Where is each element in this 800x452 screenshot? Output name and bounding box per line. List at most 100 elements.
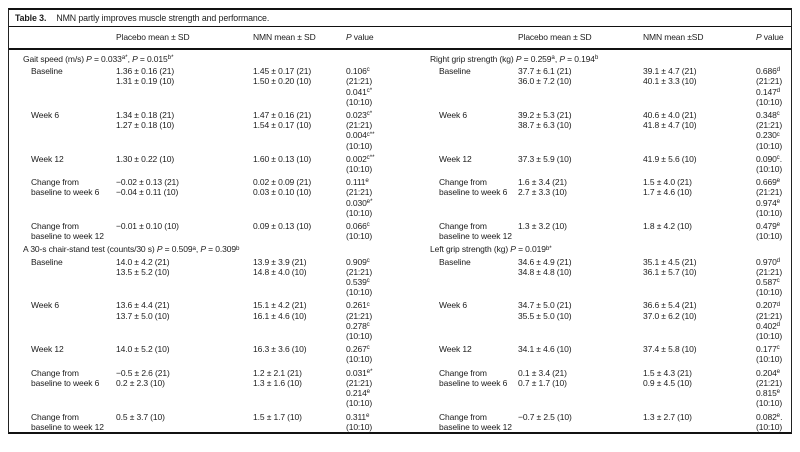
column-header-pvalue-left: P value bbox=[346, 32, 374, 42]
value-line: −0.5 ± 2.6 (21) bbox=[116, 367, 170, 378]
placebo-cell: 1.30 ± 0.22 (10) bbox=[108, 154, 245, 174]
value-line: Change from bbox=[31, 411, 79, 422]
row-label: Change from baseline to week 12 bbox=[9, 412, 108, 432]
column-header-row: Placebo mean ± SD NMN mean ± SD P value … bbox=[9, 27, 791, 48]
value-line: 1.3 ± 3.2 (10) bbox=[518, 221, 567, 232]
nmn-cell: 1.3 ± 2.7 (10) bbox=[638, 412, 743, 432]
placebo-cell: 1.3 ± 3.2 (10) bbox=[510, 221, 638, 241]
placebo-cell: 1.36 ± 0.16 (21) 1.31 ± 0.19 (10) bbox=[108, 66, 245, 107]
table-row: Baseline 14.0 ± 4.2 (21) 13.5 ± 5.2 (10) 13… bbox=[9, 257, 791, 298]
row-label: Week 6 bbox=[9, 110, 108, 151]
value-line: 0.402d bbox=[756, 320, 781, 331]
value-line: (21:21) bbox=[756, 310, 783, 321]
value-line: 36.1 ± 5.7 (10) bbox=[643, 266, 697, 277]
nmn-cell: 35.1 ± 4.5 (21) 36.1 ± 5.7 (10) bbox=[638, 257, 743, 298]
value-line: baseline to week 12 bbox=[31, 231, 104, 242]
value-line: 0.230c bbox=[756, 130, 780, 141]
value-line: 0.974e bbox=[756, 197, 781, 208]
value-line: (21:21) bbox=[756, 120, 783, 131]
pvalue-cell: 0.311e (10:10) bbox=[338, 412, 403, 432]
value-line: 39.2 ± 5.3 (21) bbox=[518, 110, 572, 121]
section-title-left: A 30-s chair-stand test (counts/30 s) P … bbox=[23, 244, 240, 255]
column-header-empty-left bbox=[9, 27, 108, 48]
pvalue-cell: 0.106c (21:21) 0.041c* (10:10) bbox=[338, 66, 403, 107]
value-line: 13.9 ± 3.9 (21) bbox=[253, 256, 307, 267]
placebo-cell: −0.01 ± 0.10 (10) bbox=[108, 221, 245, 241]
pvalue-cell: 0.479e (10:10) bbox=[743, 221, 791, 241]
value-line: Change from bbox=[31, 367, 79, 378]
value-line: 0.278c bbox=[346, 320, 370, 331]
placebo-cell: 0.5 ± 3.7 (10) bbox=[108, 412, 245, 432]
nmn-cell: 41.9 ± 5.6 (10) bbox=[638, 154, 743, 174]
value-line: 0.177c bbox=[756, 344, 780, 355]
nmn-cell: 1.5 ± 4.0 (21) 1.7 ± 4.6 (10) bbox=[638, 177, 743, 218]
value-line: 13.5 ± 5.2 (10) bbox=[116, 266, 170, 277]
value-line: 0.111e bbox=[346, 177, 369, 188]
row-label: Week 12 bbox=[403, 344, 510, 364]
section-title-right: Left grip strength (kg) P = 0.019b* bbox=[430, 244, 552, 255]
value-line: (10:10) bbox=[346, 231, 373, 242]
pvalue-cell: 0.686d (21:21) 0.147d (10:10) bbox=[743, 66, 791, 107]
placebo-cell: 39.2 ± 5.3 (21) 38.7 ± 6.3 (10) bbox=[510, 110, 638, 151]
value-line: 1.7 ± 4.6 (10) bbox=[643, 187, 692, 198]
pvalue-cell: 0.031e* (21:21) 0.214e (10:10) bbox=[338, 368, 403, 409]
value-line: (21:21) bbox=[346, 187, 373, 198]
value-line: 1.31 ± 0.19 (10) bbox=[116, 76, 175, 87]
placebo-cell: −0.7 ± 2.5 (10) bbox=[510, 412, 638, 432]
value-line: 1.60 ± 0.13 (10) bbox=[253, 153, 312, 164]
table-row: Week 6 1.34 ± 0.18 (21) 1.27 ± 0.18 (10) 1.… bbox=[9, 110, 791, 151]
value-line: 16.1 ± 4.6 (10) bbox=[253, 310, 307, 321]
value-line: 1.5 ± 1.7 (10) bbox=[253, 411, 302, 422]
pvalue-cell: 0.267c (10:10) bbox=[338, 344, 403, 364]
value-line: (10:10) bbox=[346, 164, 373, 175]
value-line: 0.041c* bbox=[346, 86, 373, 97]
row-label: Week 6 bbox=[403, 110, 510, 151]
nmn-cell: 1.47 ± 0.16 (21) 1.54 ± 0.17 (10) bbox=[245, 110, 338, 151]
value-line: baseline to week 12 bbox=[439, 231, 512, 242]
value-line: 0.7 ± 1.7 (10) bbox=[518, 377, 567, 388]
value-line: (10:10) bbox=[346, 421, 373, 432]
pvalue-cell: 0.111e (21:21) 0.030e* (10:10) bbox=[338, 177, 403, 218]
value-line: −0.04 ± 0.11 (10) bbox=[116, 187, 179, 198]
value-line: −0.7 ± 2.5 (10) bbox=[518, 411, 572, 422]
pvalue-cell: 0.207d (21:21) 0.402d (10:10) bbox=[743, 300, 791, 341]
value-line: Baseline bbox=[439, 66, 471, 77]
value-line: (21:21) bbox=[756, 377, 783, 388]
value-line: 1.45 ± 0.17 (21) bbox=[253, 66, 312, 77]
row-label: Change from baseline to week 12 bbox=[403, 412, 512, 432]
pvalue-cell: 0.909c (21:21) 0.539c (10:10) bbox=[338, 257, 403, 298]
value-line: 37.4 ± 5.8 (10) bbox=[643, 344, 697, 355]
value-line: 0.311e bbox=[346, 411, 370, 422]
value-line: 1.8 ± 4.2 (10) bbox=[643, 221, 692, 232]
row-label: Week 6 bbox=[403, 300, 510, 341]
row-label: Change from baseline to week 6 bbox=[403, 368, 510, 409]
value-line: (21:21) bbox=[756, 266, 783, 277]
pvalue-cell: 0.348c (21:21) 0.230c (10:10) bbox=[743, 110, 791, 151]
value-line: −0.01 ± 0.10 (10) bbox=[116, 221, 179, 232]
table-caption: NMN partly improves muscle strength and … bbox=[56, 13, 270, 23]
value-line: 0.539c bbox=[346, 277, 370, 288]
value-line: 0.090c. bbox=[756, 153, 783, 164]
value-line: 15.1 ± 4.2 (21) bbox=[253, 300, 307, 311]
pvalue-cell: 0.090c. (10:10) bbox=[743, 154, 791, 174]
rule-under-header bbox=[9, 48, 791, 50]
value-line: Change from bbox=[439, 367, 487, 378]
row-label: Baseline bbox=[9, 257, 108, 298]
nmn-cell: 13.9 ± 3.9 (21) 14.8 ± 4.0 (10) bbox=[245, 257, 338, 298]
nmn-cell: 1.5 ± 4.3 (21) 0.9 ± 4.5 (10) bbox=[638, 368, 743, 409]
value-line: 13.7 ± 5.0 (10) bbox=[116, 310, 170, 321]
pvalue-cell: 0.177c (10:10) bbox=[743, 344, 791, 364]
value-line: Week 6 bbox=[31, 110, 59, 121]
pvalue-cell: 0.261c (21:21) 0.278c (10:10) bbox=[338, 300, 403, 341]
nmn-cell: 40.6 ± 4.0 (21) 41.8 ± 4.7 (10) bbox=[638, 110, 743, 151]
nmn-cell: 37.4 ± 5.8 (10) bbox=[638, 344, 743, 364]
value-line: 0.207d bbox=[756, 300, 781, 311]
nmn-cell: 1.2 ± 2.1 (21) 1.3 ± 1.6 (10) bbox=[245, 368, 338, 409]
value-line: 0.147d bbox=[756, 86, 781, 97]
nmn-cell: 39.1 ± 4.7 (21) 40.1 ± 3.3 (10) bbox=[638, 66, 743, 107]
value-line: baseline to week 6 bbox=[439, 377, 508, 388]
table-row: Week 12 1.30 ± 0.22 (10) 1.60 ± 0.13 (10) 0… bbox=[9, 154, 791, 174]
table-title: Table 3. NMN partly improves muscle stren… bbox=[9, 10, 791, 26]
nmn-cell: 36.6 ± 5.4 (21) 37.0 ± 6.2 (10) bbox=[638, 300, 743, 341]
row-label: Change from baseline to week 6 bbox=[9, 177, 108, 218]
